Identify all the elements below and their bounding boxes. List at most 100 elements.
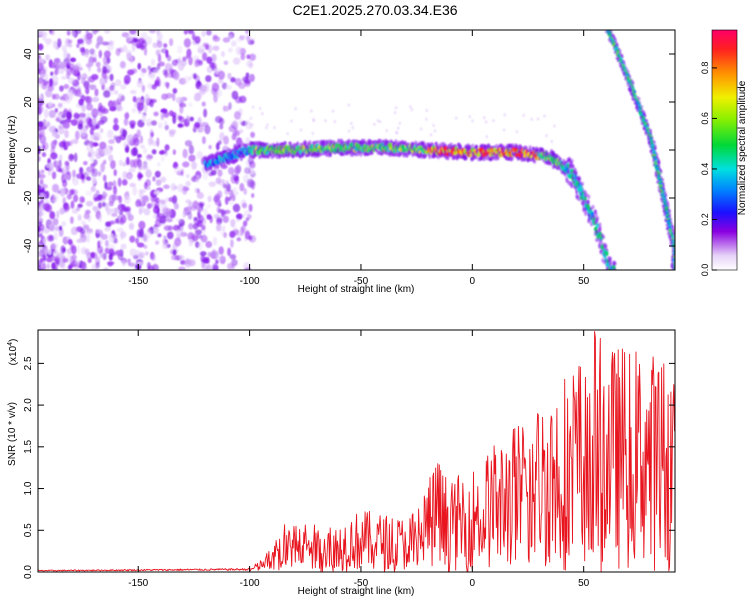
spectrogram-cell [193,73,197,80]
spectrogram-cell [212,36,221,42]
spectrogram-cell [174,237,182,247]
spectrogram-cell [128,262,136,267]
spectrogram-cell [228,125,237,133]
spectrogram-cell [177,123,183,128]
spectrogram-cell [38,220,43,227]
spectrogram-cell [108,86,115,92]
spectrogram-cell [84,248,90,256]
spectrogram-cell [155,179,162,186]
y-tick-label: 0.5 [23,523,34,537]
spectrogram-cell [227,247,231,257]
spectrogram-cell [109,39,115,46]
spectrogram-cell [594,212,598,217]
spectrogram-cell [99,141,107,150]
spectrogram-cell [218,246,224,255]
spectrogram-cell [432,123,435,127]
spectrogram-cell [591,204,595,210]
spectrogram-cell [471,119,474,123]
spectrogram-cell [172,114,177,124]
spectrogram-cell [66,66,72,76]
spectrogram-cell [217,255,225,261]
spectrogram-cell [112,123,120,131]
spectrogram-cell [91,30,98,35]
spectrogram-cell [580,181,585,187]
snr-y-ticks: 0.00.51.01.52.02.5 [23,356,675,579]
spectrogram-cell [124,112,130,119]
spectrogram-cell [151,253,157,262]
spectrogram-cell [286,132,290,136]
spectrogram-cell [167,225,174,231]
spectrogram-cell [153,111,159,117]
spectrogram-cell [143,103,148,113]
spectrogram-cell [132,146,138,156]
spectrogram-cell [211,53,217,63]
spectrogram-cell [169,38,174,47]
spectrogram-cell [107,100,115,108]
spectrogram-cell [333,120,337,124]
spectrogram-cell [53,57,61,64]
spectrogram-cell [79,228,86,235]
spectrogram-cell [51,183,60,193]
spectrogram-cell [94,88,99,97]
spectrogram-cell [78,112,87,118]
spectrogram-cell [77,38,84,45]
spectrogram-cell [239,226,244,236]
spectrogram-cell [74,266,79,270]
spectrogram-cell [93,159,98,166]
spectrogram-cell [587,194,591,199]
spectrogram-cell [200,122,209,127]
spectrogram-cell [38,43,44,51]
spectrogram-cell [164,124,169,131]
spectrogram-cell [194,36,201,44]
spectrogram-cell [610,271,613,276]
spectrogram-cell [536,117,540,121]
spectrogram-cell [144,93,150,104]
spectrogram-cell [118,159,123,167]
spectrogram-cell [168,129,177,135]
spectrogram-cell [503,113,506,117]
spectrogram-cell [76,43,80,48]
spectrogram-cell [336,139,341,144]
spectrogram-cell [113,117,119,125]
spectrogram-cell [136,261,144,266]
spectrogram-cell [68,77,75,84]
spectrogram-cell [220,164,228,170]
x-tick-label: 50 [578,578,590,589]
spectrogram-cell [84,50,90,58]
spectrogram-cell [119,61,126,69]
y-tick-label: -20 [23,190,34,205]
spectrogram-cell [126,138,133,146]
spectrogram-cell [115,79,122,87]
spectrogram-cell [159,149,168,155]
spectrogram-cell [38,124,43,131]
spectrogram-cell [146,203,152,209]
spectrogram-cell [68,153,74,162]
spectrogram-cell [104,227,112,232]
spectrogram-cell [141,165,149,171]
spectrogram-cell [150,98,157,103]
spectrogram-cell [77,214,82,221]
spectrogram-cell [63,173,70,180]
spectrogram-cell [165,92,173,99]
spectrogram-cell [143,244,148,249]
spectrogram-cell [137,62,142,70]
spectrogram-cell [196,205,203,213]
spectrogram-cell [178,254,185,260]
spectrogram-cell [196,150,204,159]
spectrogram-cell [351,126,355,130]
spectrogram-cell [214,198,222,206]
spectrogram-cell [81,261,87,270]
snr-panel: -150 -100 -50 0 50 0.00.51.01.52.02.5 Height… [7,329,676,597]
spectrogram-cell [599,239,603,244]
spectrogram-cell [236,218,240,223]
spectrogram-cell [97,171,102,177]
spectrogram-cell [57,38,62,48]
spectrogram-cell [211,248,217,258]
y-tick-label: 1.5 [23,439,34,453]
spectrogram-cell [129,235,136,243]
spectrogram-cell [215,177,222,185]
spectrogram-cell [184,258,192,268]
spectrogram-cell [425,117,428,121]
spectrogram-cell [61,221,67,227]
spectrogram-cell [149,74,155,80]
